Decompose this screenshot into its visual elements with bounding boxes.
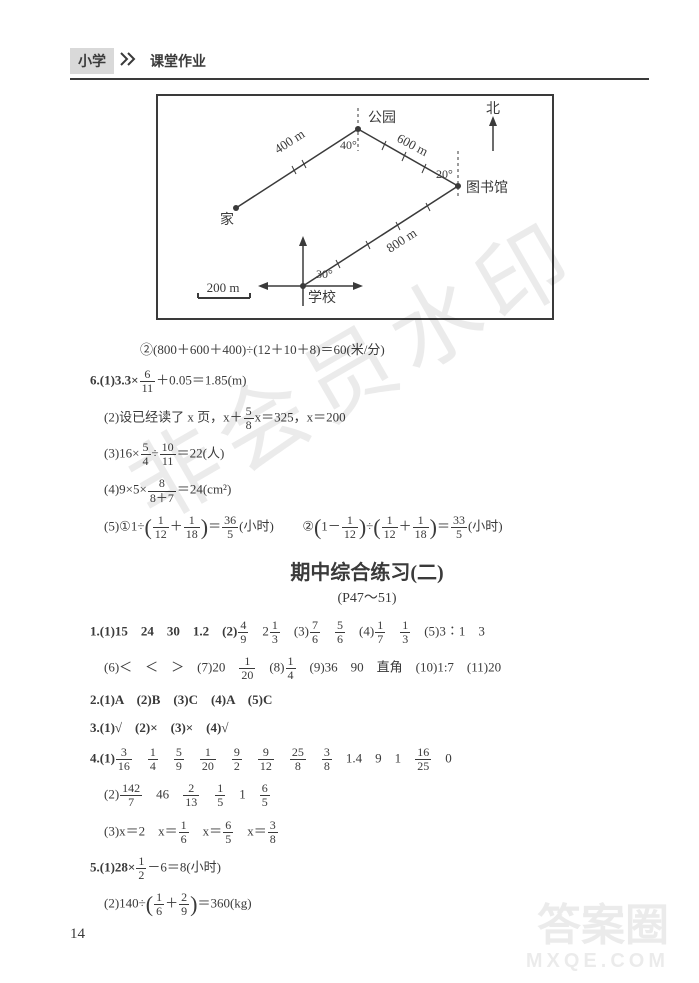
- q5-2: (2)140÷(16＋29)＝360(kg): [104, 891, 644, 918]
- svg-text:800 m: 800 m: [383, 225, 419, 255]
- eq-line: ②(800＋600＋400)÷(12＋10＋8)＝60(米/分): [140, 341, 644, 359]
- section-subtitle: (P47～51): [90, 589, 644, 609]
- svg-text:40°: 40°: [340, 138, 357, 152]
- compass-icon: 北: [486, 101, 500, 151]
- q6-4: (4)9×5×88＋7＝24(cm²): [104, 477, 644, 504]
- header-grade-box: 小学: [70, 48, 114, 74]
- chevrons-icon: [120, 52, 142, 71]
- q6-3: (3)16×54÷1011＝22(人): [104, 441, 644, 468]
- svg-text:家: 家: [220, 211, 234, 228]
- q1-line2: (6)＜ ＜ ＞ (7)20 120 (8)14 (9)36 90 直角 (10…: [104, 655, 644, 682]
- compass-label: 北: [486, 101, 500, 117]
- svg-text:20°: 20°: [436, 167, 453, 181]
- q4-line2: (2)1427 46 21315 1 65: [104, 782, 644, 809]
- svg-text:30°: 30°: [316, 267, 333, 281]
- header-title: 课堂作业: [150, 51, 206, 71]
- q3-line: 3.(1)√ (2)× (3)× (4)√: [90, 719, 644, 737]
- watermark-corner-2: MXQE.COM: [526, 950, 669, 973]
- svg-text:学校: 学校: [308, 289, 336, 306]
- svg-text:400 m: 400 m: [271, 126, 307, 156]
- q6-5: (5)①1÷(112＋118)＝365(小时) ②(1－112)÷(112＋11…: [104, 514, 644, 541]
- svg-text:图书馆: 图书馆: [466, 180, 508, 196]
- q4-line3: (3)x＝2 x＝16 x＝65 x＝38: [104, 819, 644, 846]
- svg-text:600 m: 600 m: [395, 130, 431, 159]
- content-area: ②(800＋600＋400)÷(12＋10＋8)＝60(米/分) 6.(1)3.…: [90, 332, 644, 928]
- page-header: 小学 课堂作业: [70, 48, 649, 80]
- scale-bar: 200 m: [198, 280, 250, 298]
- section-title: 期中综合练习(二): [90, 559, 644, 587]
- svg-text:公园: 公园: [368, 111, 396, 126]
- map-diagram: 北 200 m 400 m 40° 600 m 20°: [156, 94, 554, 320]
- svg-text:200 m: 200 m: [207, 280, 240, 295]
- q1-line1: 1.(1)15 24 30 1.2 (2)49 213 (3)76 56 (4)…: [90, 619, 644, 646]
- q4-line1: 4.(1)31614591209291225838 1.4 9 1 1625 0: [90, 746, 644, 773]
- q6-1: 6.(1)3.3×611＋0.05＝1.85(m): [90, 368, 644, 395]
- page-number: 14: [70, 926, 85, 943]
- q5-1: 5.(1)28×12－6＝8(小时): [90, 855, 644, 882]
- q2-line: 2.(1)A (2)B (3)C (4)A (5)C: [90, 691, 644, 709]
- q6-2: (2)设已经读了 x 页，x＋58x＝325，x＝200: [104, 405, 644, 432]
